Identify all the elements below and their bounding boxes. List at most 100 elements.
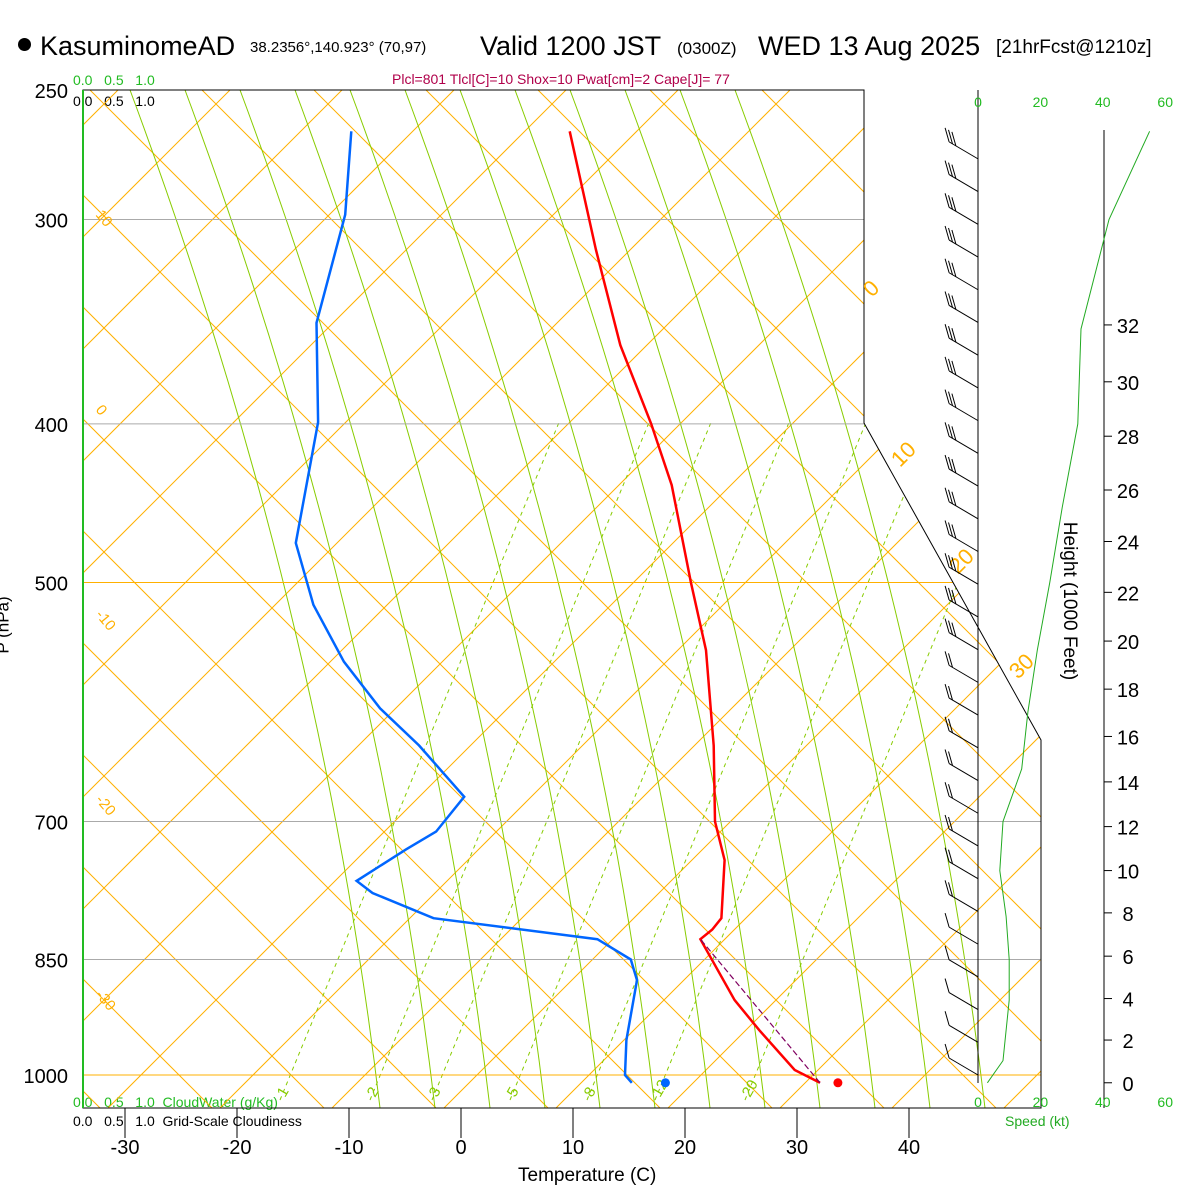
wind-barb-feather xyxy=(951,491,957,506)
wind-barb-feather xyxy=(944,814,950,830)
height-tick-label: 14 xyxy=(1117,773,1139,795)
dry-adiabat-line xyxy=(83,90,997,1108)
wind-barb-staff xyxy=(948,697,979,716)
isotherm-line xyxy=(83,90,679,1108)
pressure-tick-label: 250 xyxy=(35,81,68,103)
valid-time: Valid 1200 JST xyxy=(480,31,662,61)
mixing-ratio-line xyxy=(369,419,651,1101)
speed-tick-label-bottom: 0 xyxy=(974,1094,982,1110)
wind-barb-staff xyxy=(948,501,979,520)
plot-area xyxy=(83,90,1041,1108)
pressure-tick-label: 300 xyxy=(35,210,68,232)
mixing-ratio-label: 20 xyxy=(739,1077,762,1100)
temperature-profile xyxy=(568,131,821,1084)
mixing-ratio-label: 2 xyxy=(364,1084,383,1100)
height-tick-label: 12 xyxy=(1117,818,1139,840)
utc-time: (0300Z) xyxy=(677,39,737,58)
x-axis-title: Temperature (C) xyxy=(518,1165,657,1186)
wind-barb-staff xyxy=(948,566,979,585)
speed-tick-label-bottom: 60 xyxy=(1157,1094,1173,1110)
height-tick-label: 22 xyxy=(1117,583,1139,605)
wind-barb-feather xyxy=(951,458,957,474)
wind-barb-feather xyxy=(944,389,950,404)
temp-tick-label: -20 xyxy=(223,1137,252,1159)
wind-barb-staff xyxy=(948,730,979,749)
height-tick-label: 8 xyxy=(1122,904,1133,926)
isotherm-line xyxy=(1003,90,1041,1108)
dry-adiabat-line xyxy=(649,90,1041,1108)
wind-barb-feather xyxy=(944,258,950,273)
wind-barb-feather xyxy=(948,718,953,733)
wind-barb-feather xyxy=(944,520,950,535)
isotherm-line xyxy=(443,90,1041,1108)
height-tick-label: 4 xyxy=(1122,990,1133,1012)
mixing-ratio-label: 8 xyxy=(581,1084,600,1100)
mixing-ratio-label: 3 xyxy=(426,1084,445,1100)
wind-barb-feather xyxy=(944,324,950,339)
stability-indices: Plcl=801 Tlcl[C]=10 Shox=10 Pwat[cm]=2 C… xyxy=(392,71,730,87)
wind-barb-feather xyxy=(944,193,950,208)
isotherm-line xyxy=(667,90,1041,1108)
wind-speed-profile xyxy=(986,131,1151,1084)
wind-barb-staff xyxy=(948,174,979,193)
cloudwater-scale-bottom: 0.0 0.5 1.0 CloudWater (g/Kg) xyxy=(73,1094,278,1110)
wind-barb-feather xyxy=(951,262,957,277)
speed-tick-label-bottom: 40 xyxy=(1095,1094,1111,1110)
wind-barb-feather xyxy=(948,358,953,374)
wind-barb-feather xyxy=(944,912,950,928)
wind-barb-feather xyxy=(948,456,953,472)
mixing-ratio-label: 5 xyxy=(504,1084,523,1100)
cloudwater-scale-top: 0.0 0.5 1.0 xyxy=(73,72,155,88)
height-tick-label: 32 xyxy=(1117,316,1139,338)
speed-tick-label-top: 0 xyxy=(974,94,982,110)
wind-barb-feather xyxy=(944,1043,950,1059)
wind-barb-feather xyxy=(948,587,953,603)
wind-barb-feather xyxy=(944,1011,950,1026)
isotherm-line xyxy=(83,90,1015,1108)
height-tick-label: 6 xyxy=(1122,947,1133,969)
height-tick-label: 10 xyxy=(1117,862,1139,884)
temp-tick-label: 40 xyxy=(898,1137,920,1159)
dry-adiabat-line xyxy=(83,90,773,1108)
wind-barb-feather xyxy=(944,749,950,764)
temp-tick-label: 0 xyxy=(455,1137,466,1159)
pressure-tick-label: 400 xyxy=(35,415,68,437)
dry-adiabat-line xyxy=(83,90,437,1108)
pressure-tick-label: 850 xyxy=(35,951,68,973)
dry-adiabat-line xyxy=(313,90,1041,1108)
height-tick-label: 16 xyxy=(1117,727,1139,749)
wind-barb-staff xyxy=(948,828,979,847)
temp-tick-label: 20 xyxy=(674,1137,696,1159)
wind-barb-feather xyxy=(951,164,957,179)
mixing-ratio-line xyxy=(431,419,713,1101)
wind-barb-feather xyxy=(948,129,953,145)
mixing-ratio-line xyxy=(586,419,868,1101)
height-axis-title: Height (1000 Feet) xyxy=(1059,521,1081,681)
wind-barb-staff xyxy=(948,893,979,912)
wind-barb-feather xyxy=(951,589,957,605)
height-tick-label: 0 xyxy=(1122,1074,1133,1096)
wind-barb-feather xyxy=(951,622,957,637)
isotherm-line xyxy=(555,90,1041,1108)
wind-barb-feather xyxy=(944,454,950,470)
adiabat-label: 10 xyxy=(886,437,921,472)
wind-barb-feather xyxy=(948,162,953,177)
mixing-ratio-line xyxy=(279,419,561,1101)
wind-barb-staff xyxy=(948,370,979,389)
wind-barb-staff xyxy=(948,1057,979,1076)
height-tick-label: 28 xyxy=(1117,427,1139,449)
wind-barb-feather xyxy=(951,328,957,343)
surface-dewpoint-marker xyxy=(660,1078,670,1088)
wind-barb-feather xyxy=(944,782,950,797)
speed-tick-label-bottom: 20 xyxy=(1033,1094,1049,1110)
cloudiness-scale-top: 0.0 0.5 1.0 xyxy=(73,93,155,109)
speed-tick-label-top: 60 xyxy=(1157,94,1173,110)
wind-barb-staff xyxy=(948,337,979,356)
wind-barb-feather xyxy=(948,653,953,668)
valid-date: WED 13 Aug 2025 xyxy=(758,31,981,61)
wind-barb-staff xyxy=(948,534,979,552)
wind-barb-feather xyxy=(948,685,953,701)
wind-barb-staff xyxy=(948,599,979,618)
wind-barb-feather xyxy=(951,426,957,441)
